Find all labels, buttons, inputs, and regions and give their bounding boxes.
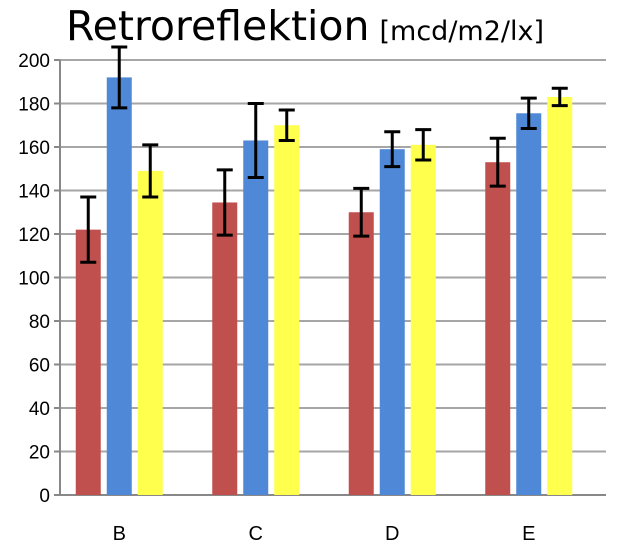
bar [410,144,436,495]
y-tick-label: 20 [29,443,50,464]
bar [212,202,238,495]
y-tick-label: 60 [29,356,50,377]
chart-title: Retroreflektion [mcd/m2/lx] [66,6,619,47]
bar [485,162,511,495]
bar [75,229,101,495]
y-tick-label: 140 [18,182,50,203]
chart-title-unit: [mcd/m2/lx] [379,16,545,47]
chart-title-text: Retroreflektion [66,2,370,50]
axes [54,59,606,496]
y-tick-label: 100 [18,269,50,290]
y-tick-label: 40 [29,399,50,420]
y-tick-label: 160 [18,138,50,159]
y-tick-label: 0 [39,486,50,507]
x-tick-label: C [249,523,263,545]
x-tick-label: E [522,523,535,545]
bar [137,170,163,496]
bar [379,149,405,496]
tick-labels: 0 20 40 60 80 100 120 140 160 180 200 B C D E [18,51,535,545]
bar [243,140,269,495]
y-tick-label: 180 [18,95,50,116]
bar [547,96,573,495]
x-tick-label: D [385,523,399,545]
bar [348,212,374,495]
bar [516,113,542,495]
y-tick-label: 80 [29,312,50,333]
bar [274,125,300,495]
bars [75,77,573,496]
x-tick-label: B [113,523,126,545]
error-bars [80,45,568,264]
y-tick-label: 120 [18,225,50,246]
y-tick-label: 200 [18,51,50,72]
bar [106,77,132,496]
